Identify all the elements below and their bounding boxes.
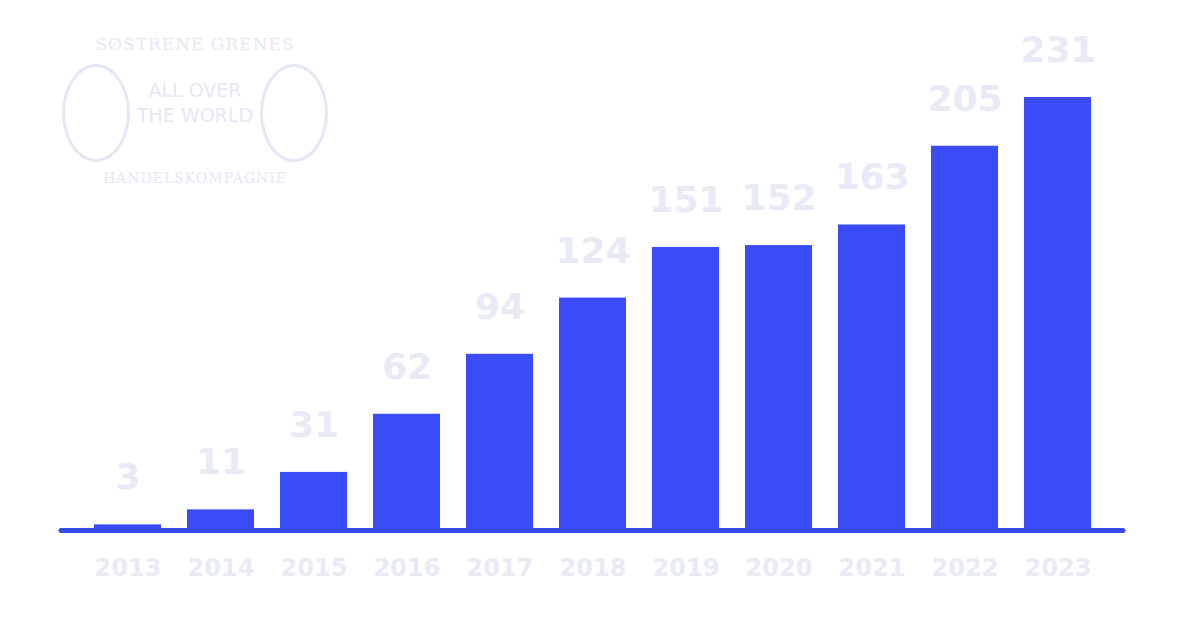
svg-text:2021: 2021 <box>839 554 906 582</box>
svg-text:205: 205 <box>927 78 1002 119</box>
html-text:HANDELSKOMPAGNIE: HANDELSKOMPAGNIE <box>102 170 288 186</box>
svg-text:231: 231 <box>1020 29 1095 70</box>
svg-text:2013: 2013 <box>95 554 162 582</box>
svg-text:2023: 2023 <box>1025 554 1092 582</box>
svg-text:152: 152 <box>741 177 816 218</box>
svg-text:2022: 2022 <box>932 554 999 582</box>
svg-text:163: 163 <box>834 156 909 197</box>
svg-text:11: 11 <box>196 441 246 482</box>
svg-text:2016: 2016 <box>374 554 441 582</box>
svg-text:2018: 2018 <box>560 554 627 582</box>
svg-text:2015: 2015 <box>281 554 348 582</box>
svg-text:94: 94 <box>475 286 525 327</box>
svg-text:31: 31 <box>289 404 339 445</box>
html-text:ALL OVER THE WORLD: ALL OVER THE WORLD <box>136 79 253 126</box>
svg-text:3: 3 <box>115 456 140 497</box>
svg-text:2017: 2017 <box>467 554 534 582</box>
svg-text:124: 124 <box>555 230 630 271</box>
svg-text:151: 151 <box>648 179 723 220</box>
svg-text:62: 62 <box>382 346 432 387</box>
svg-text:2020: 2020 <box>746 554 813 582</box>
html-text:SØSTRENE GRENES: SØSTRENE GRENES <box>95 34 295 54</box>
svg-text:2019: 2019 <box>653 554 720 582</box>
svg-text:2014: 2014 <box>188 554 255 582</box>
